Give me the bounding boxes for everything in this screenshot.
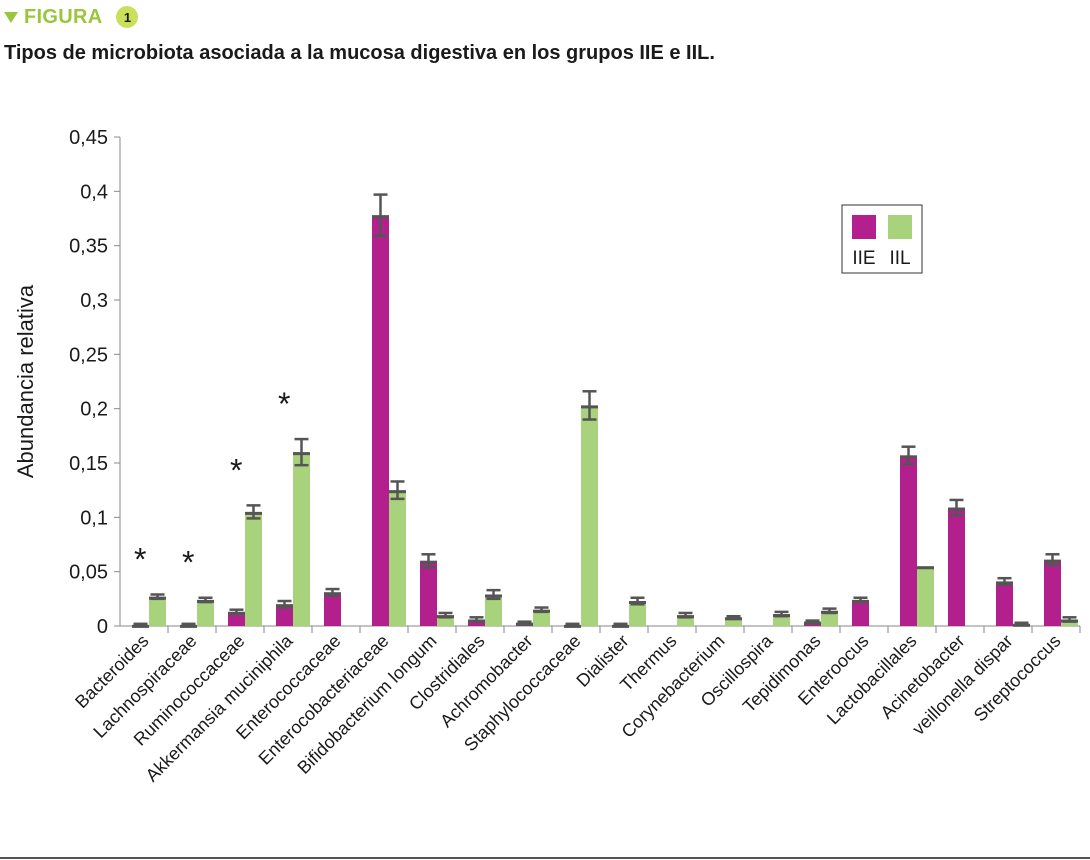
y-tick-label: 0,15 bbox=[69, 453, 108, 475]
y-axis-label: Abundancia relativa bbox=[13, 284, 38, 478]
legend-swatch-IIE bbox=[852, 215, 876, 239]
bar-IIL bbox=[821, 610, 838, 626]
bar-IIL bbox=[437, 615, 454, 626]
bar-IIE bbox=[324, 592, 341, 626]
bar-IIE bbox=[372, 215, 389, 627]
legend-label: IIE bbox=[852, 248, 875, 269]
legend-label: IIL bbox=[889, 248, 910, 269]
y-tick-label: 0,1 bbox=[80, 507, 108, 529]
bar-IIL bbox=[581, 405, 598, 626]
bar-IIL bbox=[773, 614, 790, 626]
bar-IIL bbox=[293, 452, 310, 626]
bar-IIE bbox=[1044, 559, 1061, 626]
figure-number-badge: 1 bbox=[116, 6, 139, 28]
significance-marker: * bbox=[230, 452, 242, 488]
bar-IIL bbox=[245, 511, 262, 626]
bar-IIL bbox=[533, 609, 550, 626]
y-tick-label: 0,35 bbox=[69, 236, 108, 258]
y-tick-label: 0,45 bbox=[69, 127, 108, 149]
bar-IIE bbox=[228, 611, 245, 626]
figure-header: FIGURA 1 bbox=[4, 4, 139, 30]
bar-IIL bbox=[629, 601, 646, 626]
y-tick-label: 0 bbox=[97, 616, 108, 638]
bar-IIE bbox=[900, 455, 917, 626]
y-tick-label: 0,3 bbox=[80, 290, 108, 312]
bar-IIL bbox=[485, 594, 502, 626]
bar-IIL bbox=[389, 490, 406, 626]
chart-title: Tipos de microbiota asociada a la mucosa… bbox=[4, 42, 715, 64]
bar-IIL bbox=[197, 599, 214, 626]
bar-IIL bbox=[677, 615, 694, 626]
bar-IIE bbox=[420, 560, 437, 626]
y-tick-label: 0,05 bbox=[69, 562, 108, 584]
bar-IIL bbox=[917, 566, 934, 626]
significance-marker: * bbox=[134, 541, 146, 577]
significance-marker: * bbox=[278, 386, 290, 422]
significance-marker: * bbox=[182, 545, 194, 581]
legend-swatch-IIL bbox=[888, 215, 912, 239]
figure-label: FIGURA bbox=[24, 5, 103, 28]
x-tick-label: Streptococcus bbox=[970, 631, 1065, 726]
bar-IIL bbox=[149, 596, 166, 626]
x-tick-label: Acinetobacter bbox=[877, 631, 969, 723]
triangle-down-icon bbox=[4, 12, 18, 23]
bar-cap bbox=[917, 566, 934, 570]
y-tick-label: 0,4 bbox=[80, 181, 108, 203]
bottom-divider bbox=[0, 857, 1090, 859]
bar-IIE bbox=[948, 507, 965, 626]
y-tick-label: 0,25 bbox=[69, 344, 108, 366]
bar-IIE bbox=[996, 581, 1013, 626]
bar-IIL bbox=[725, 617, 742, 626]
y-tick-label: 0,2 bbox=[80, 399, 108, 421]
bar-IIE bbox=[276, 604, 293, 626]
bar-IIE bbox=[852, 599, 869, 626]
